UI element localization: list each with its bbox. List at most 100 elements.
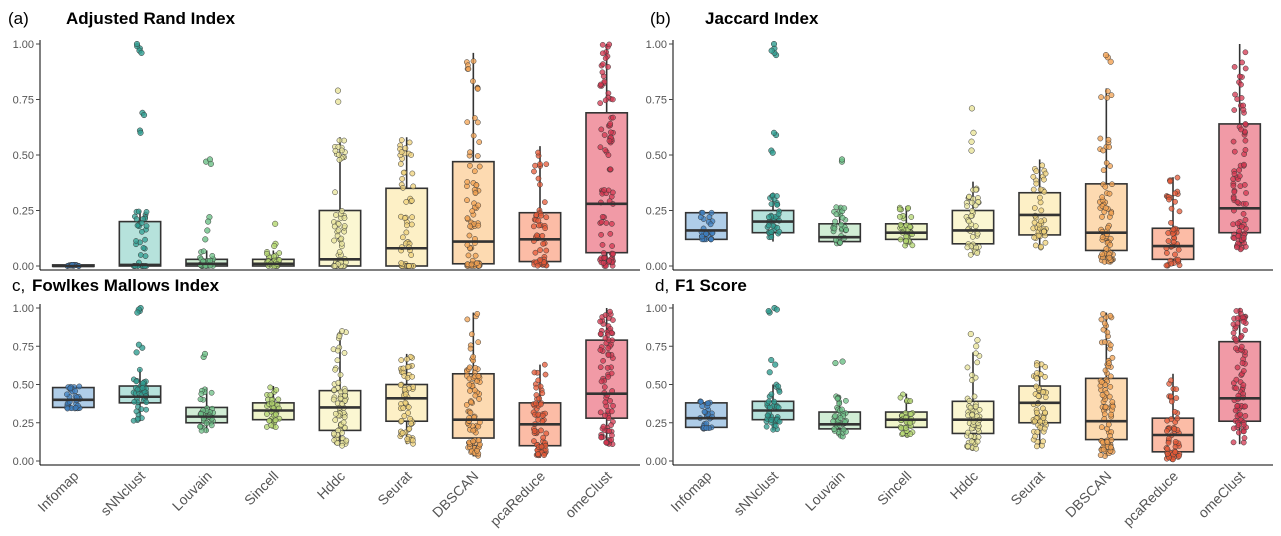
jitter-point <box>964 244 971 251</box>
jitter-point <box>1235 422 1242 429</box>
jitter-point <box>908 214 915 220</box>
jitter-point <box>1175 246 1182 253</box>
jitter-point <box>601 254 608 261</box>
jitter-point <box>1164 446 1171 452</box>
outlier-point <box>768 356 775 364</box>
jitter-point <box>973 186 979 193</box>
jitter-point <box>1107 241 1114 248</box>
jitter-point <box>64 405 71 412</box>
jitter-point <box>470 353 477 360</box>
outlier-point <box>768 47 775 54</box>
jitter-point <box>964 429 971 436</box>
jitter-point <box>1108 210 1115 217</box>
jitter-point <box>597 81 604 88</box>
jitter-point <box>272 417 279 424</box>
jitter-point <box>140 245 147 251</box>
box-snnclust <box>751 40 795 242</box>
outlier-point <box>968 105 975 112</box>
jitter-point <box>404 436 411 442</box>
jitter-point <box>1166 196 1172 203</box>
jitter-point <box>334 232 341 239</box>
jitter-point <box>1242 121 1249 127</box>
jitter-point <box>1033 180 1040 187</box>
jitter-point <box>606 41 613 48</box>
jitter-point <box>1038 243 1044 250</box>
jitter-point <box>1240 382 1247 388</box>
jitter-point <box>1097 452 1104 458</box>
jitter-point <box>334 357 341 364</box>
box-louvain <box>185 156 229 269</box>
jitter-point <box>336 249 343 255</box>
jitter-point <box>1109 354 1116 361</box>
jitter-point <box>837 239 844 246</box>
jitter-point <box>608 422 614 428</box>
jitter-point <box>471 387 478 394</box>
jitter-point <box>1042 239 1049 246</box>
outlier-point <box>974 337 981 344</box>
jitter-point <box>1108 92 1115 99</box>
jitter-point <box>1033 362 1040 369</box>
jitter-point <box>1102 183 1109 190</box>
jitter-point <box>1167 178 1174 185</box>
jitter-point <box>1041 228 1047 235</box>
jitter-point <box>1231 148 1238 155</box>
jitter-point <box>532 249 539 256</box>
jitter-point <box>1097 135 1104 142</box>
jitter-point <box>401 413 408 419</box>
y-tick-label: 0.00 <box>13 261 34 273</box>
jitter-point <box>476 396 482 402</box>
jitter-point <box>768 417 775 423</box>
x-tick-label: Seurat <box>374 468 415 509</box>
jitter-point <box>409 170 416 177</box>
jitter-point <box>607 230 614 237</box>
jitter-point <box>541 452 547 459</box>
jitter-point <box>469 331 475 338</box>
jitter-point <box>843 227 850 233</box>
jitter-point <box>1242 216 1249 223</box>
box-hddc <box>318 87 362 269</box>
jitter-point <box>332 417 339 423</box>
jitter-point <box>408 420 414 427</box>
jitter-point <box>607 308 613 315</box>
jitter-point <box>707 221 714 228</box>
jitter-point <box>1242 413 1249 419</box>
jitter-point <box>1042 409 1048 416</box>
jitter-point <box>597 409 604 416</box>
jitter-point <box>533 384 540 391</box>
jitter-point <box>599 69 606 76</box>
jitter-point <box>405 404 412 411</box>
box-infomap <box>684 398 728 432</box>
jitter-point <box>534 232 540 239</box>
jitter-point <box>1101 339 1108 345</box>
jitter-point <box>609 432 615 439</box>
jitter-point <box>832 218 838 225</box>
jitter-point <box>600 260 607 266</box>
jitter-point <box>1102 367 1109 374</box>
box-omeclust <box>1218 307 1262 446</box>
jitter-point <box>1037 218 1044 225</box>
jitter-point <box>1035 232 1042 239</box>
panel-title-text: F1 Score <box>675 276 747 295</box>
jitter-point <box>1239 223 1245 230</box>
jitter-point <box>341 350 348 356</box>
panel-c: c, Fowlkes Mallows Index 0.00 0.25 0.50 0.75 1… <box>12 276 640 529</box>
outlier-point <box>1102 52 1109 59</box>
jitter-point <box>476 139 483 145</box>
jitter-point <box>338 240 345 247</box>
jitter-point <box>399 430 406 436</box>
jitter-point <box>1230 182 1237 189</box>
jitter-point <box>1107 373 1114 380</box>
jitter-point <box>698 398 704 405</box>
jitter-point <box>409 214 415 221</box>
jitter-point <box>968 433 974 440</box>
panel-title-text: Jaccard Index <box>705 9 819 28</box>
jitter-point <box>203 420 210 427</box>
jitter-point <box>599 241 606 248</box>
jitter-point <box>1098 424 1105 430</box>
jitter-point <box>1039 162 1046 169</box>
jitter-point <box>1034 370 1040 376</box>
jitter-point <box>908 411 914 417</box>
jitter-point <box>1164 428 1170 434</box>
jitter-point <box>610 402 616 409</box>
